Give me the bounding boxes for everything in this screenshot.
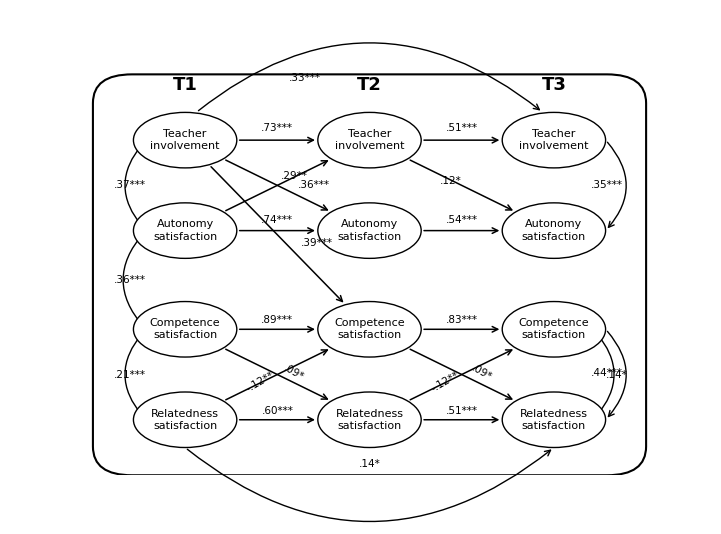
Text: .60***: .60*** [262,406,293,415]
Ellipse shape [503,112,606,168]
Ellipse shape [503,302,606,357]
Text: Autonomy
satisfaction: Autonomy satisfaction [153,219,217,242]
Text: -.12**: -.12** [245,370,276,394]
Text: Teacher
involvement: Teacher involvement [335,129,404,151]
Text: .44***: .44*** [591,368,623,378]
Text: .14*: .14* [606,370,628,380]
Text: Relatedness
satisfaction: Relatedness satisfaction [520,409,588,431]
Text: .12*: .12* [440,176,461,186]
Text: Autonomy
satisfaction: Autonomy satisfaction [337,219,402,242]
Text: Competence
satisfaction: Competence satisfaction [518,318,589,341]
Text: .39***: .39*** [301,238,332,248]
Text: .54***: .54*** [446,215,478,224]
Text: .09*: .09* [469,364,493,383]
Text: T1: T1 [172,76,198,95]
Ellipse shape [318,112,421,168]
Text: .51***: .51*** [446,123,478,133]
Text: .21***: .21*** [114,370,146,380]
Text: .51***: .51*** [446,406,478,415]
Ellipse shape [133,203,236,258]
Text: T2: T2 [357,76,382,95]
Text: Competence
satisfaction: Competence satisfaction [335,318,404,341]
Ellipse shape [503,392,606,447]
Ellipse shape [133,112,236,168]
Ellipse shape [133,302,236,357]
Text: -.12**: -.12** [429,370,461,394]
Text: .89***: .89*** [261,315,293,325]
Text: .37***: .37*** [114,180,146,191]
Text: .14*: .14* [358,459,381,469]
Text: .35***: .35*** [591,180,623,191]
Ellipse shape [133,392,236,447]
Text: .29**: .29** [280,171,308,181]
Text: Relatedness
satisfaction: Relatedness satisfaction [335,409,404,431]
Text: Teacher
involvement: Teacher involvement [519,129,588,151]
Text: .74***: .74*** [261,215,293,224]
Text: .36***: .36*** [298,180,329,191]
Ellipse shape [318,302,421,357]
Text: .09*: .09* [282,364,306,383]
Text: T3: T3 [541,76,567,95]
Text: Autonomy
satisfaction: Autonomy satisfaction [522,219,586,242]
Text: .33***: .33*** [289,74,322,83]
Text: Relatedness
satisfaction: Relatedness satisfaction [151,409,219,431]
Ellipse shape [318,203,421,258]
Text: Teacher
involvement: Teacher involvement [151,129,220,151]
Ellipse shape [503,203,606,258]
Ellipse shape [318,392,421,447]
Text: .73***: .73*** [261,123,293,133]
Text: Competence
satisfaction: Competence satisfaction [150,318,221,341]
Text: .83***: .83*** [446,315,478,325]
Text: .36***: .36*** [114,275,146,285]
